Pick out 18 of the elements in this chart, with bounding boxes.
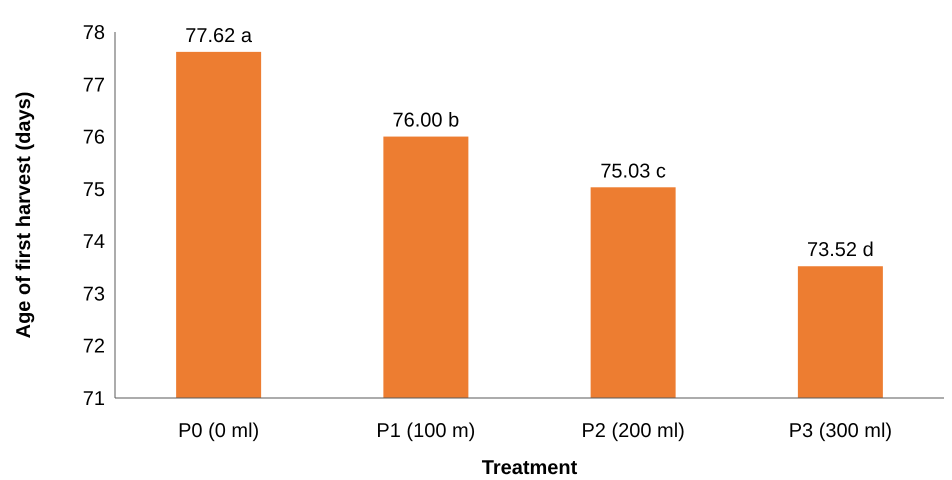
data-label: 73.52 d: [807, 239, 874, 262]
x-tick-label: P1 (100 m): [376, 420, 476, 442]
y-tick-label: 71: [82, 388, 105, 410]
y-tick-label: 78: [82, 22, 105, 44]
y-tick-label: 74: [82, 231, 105, 254]
x-tick-label: P0 (0 ml): [178, 420, 260, 442]
y-axis-title: Age of first harvest (days): [13, 92, 35, 338]
y-tick-label: 76: [82, 126, 105, 149]
x-tick-label: P2 (200 ml): [581, 420, 685, 442]
data-label: 77.62 a: [185, 24, 253, 47]
y-tick-label: 75: [82, 178, 105, 201]
y-tick-label: 77: [82, 74, 105, 96]
y-tick-label: 72: [82, 336, 105, 358]
x-axis-title: Treatment: [482, 457, 578, 479]
data-label: 75.03 c: [600, 160, 666, 182]
data-label: 76.00 b: [392, 110, 460, 132]
x-tick-label: P3 (300 ml): [788, 420, 892, 442]
y-tick-label: 73: [82, 283, 105, 306]
